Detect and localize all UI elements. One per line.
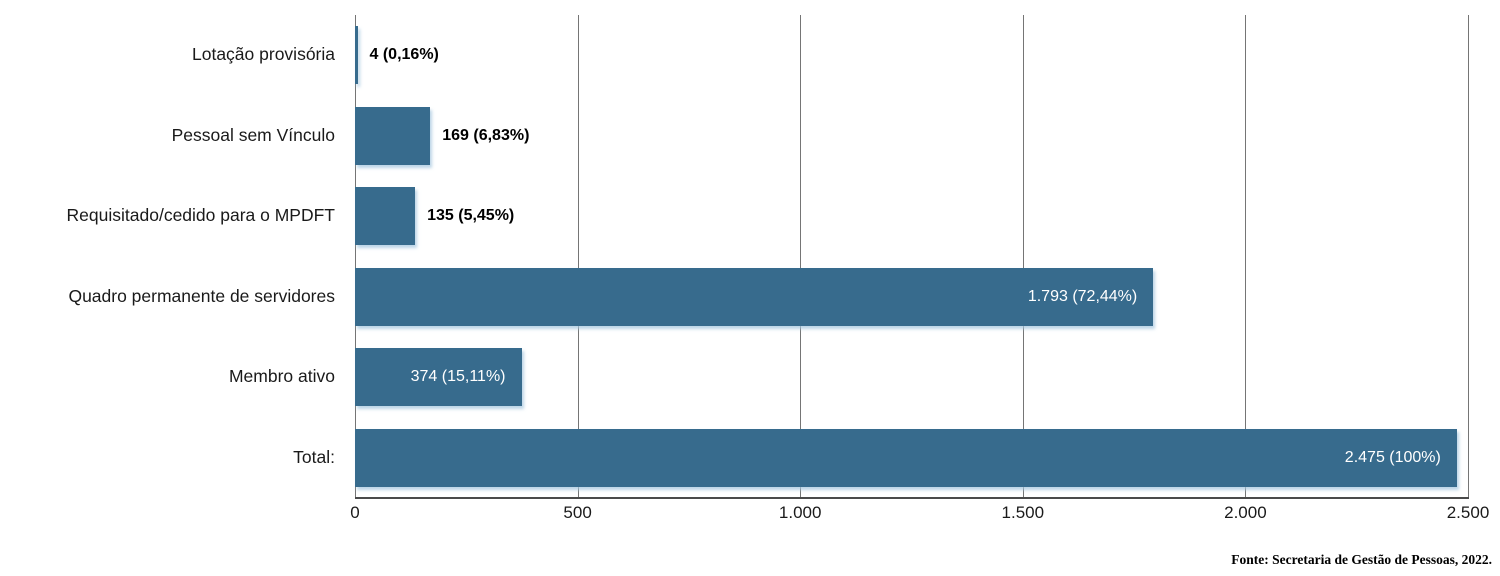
bar-row: 135 (5,45%) [355,176,1468,257]
x-tick-label: 2.500 [1446,503,1490,522]
bar [355,187,416,246]
bar-row: 374 (15,11%) [355,337,1468,418]
bar [355,428,1457,487]
gridline [1468,15,1469,498]
x-axis-labels: 0 500 1.000 1.500 2.000 2.500 [350,503,1489,533]
bar [355,26,358,85]
category-label: Lotação provisória [192,44,335,65]
value-label: 135 (5,45%) [427,207,515,225]
gridline [1245,15,1247,498]
bar [355,106,431,165]
bar-row: 4 (0,16%) [355,15,1468,96]
bar-row: 2.475 (100%) [355,418,1468,499]
source-note: Fonte: Secretaria de Gestão de Pessoas, … [1231,552,1492,567]
gridline [800,15,802,498]
gridline [355,15,356,498]
bar-row: 1.793 (72,44%) [355,257,1468,338]
gridline [1022,15,1024,498]
x-tick-label: 2.000 [1224,503,1267,522]
x-axis-line [355,497,1469,499]
category-label: Pessoal sem Vínculo [171,124,335,145]
category-label: Quadro permanente de servidores [68,285,335,306]
x-tick-label: 0 [350,503,360,522]
value-label: 4 (0,16%) [369,46,439,64]
category-label: Total: [293,446,335,467]
category-label: Requisitado/cedido para o MPDFT [66,205,335,226]
value-label: 374 (15,11%) [410,368,506,386]
value-label: 1.793 (72,44%) [1027,287,1138,305]
y-axis-labels: Lotação provisória Pessoal sem Vínculo Req… [0,15,335,498]
category-label: Membro ativo [228,366,335,387]
bar-row: 169 (6,83%) [355,96,1468,177]
plot-area: 4 (0,16%) 169 (6,83%) 135 (5,45%) 1.793 (72… [355,15,1469,499]
x-tick-label: 1.500 [1001,503,1045,522]
bar [355,348,522,407]
gridline [577,15,579,498]
x-tick-label: 1.000 [778,503,822,522]
x-tick-label: 500 [563,503,592,522]
bar [355,267,1154,326]
value-label: 169 (6,83%) [442,126,530,144]
value-label: 2.475 (100%) [1344,448,1441,466]
